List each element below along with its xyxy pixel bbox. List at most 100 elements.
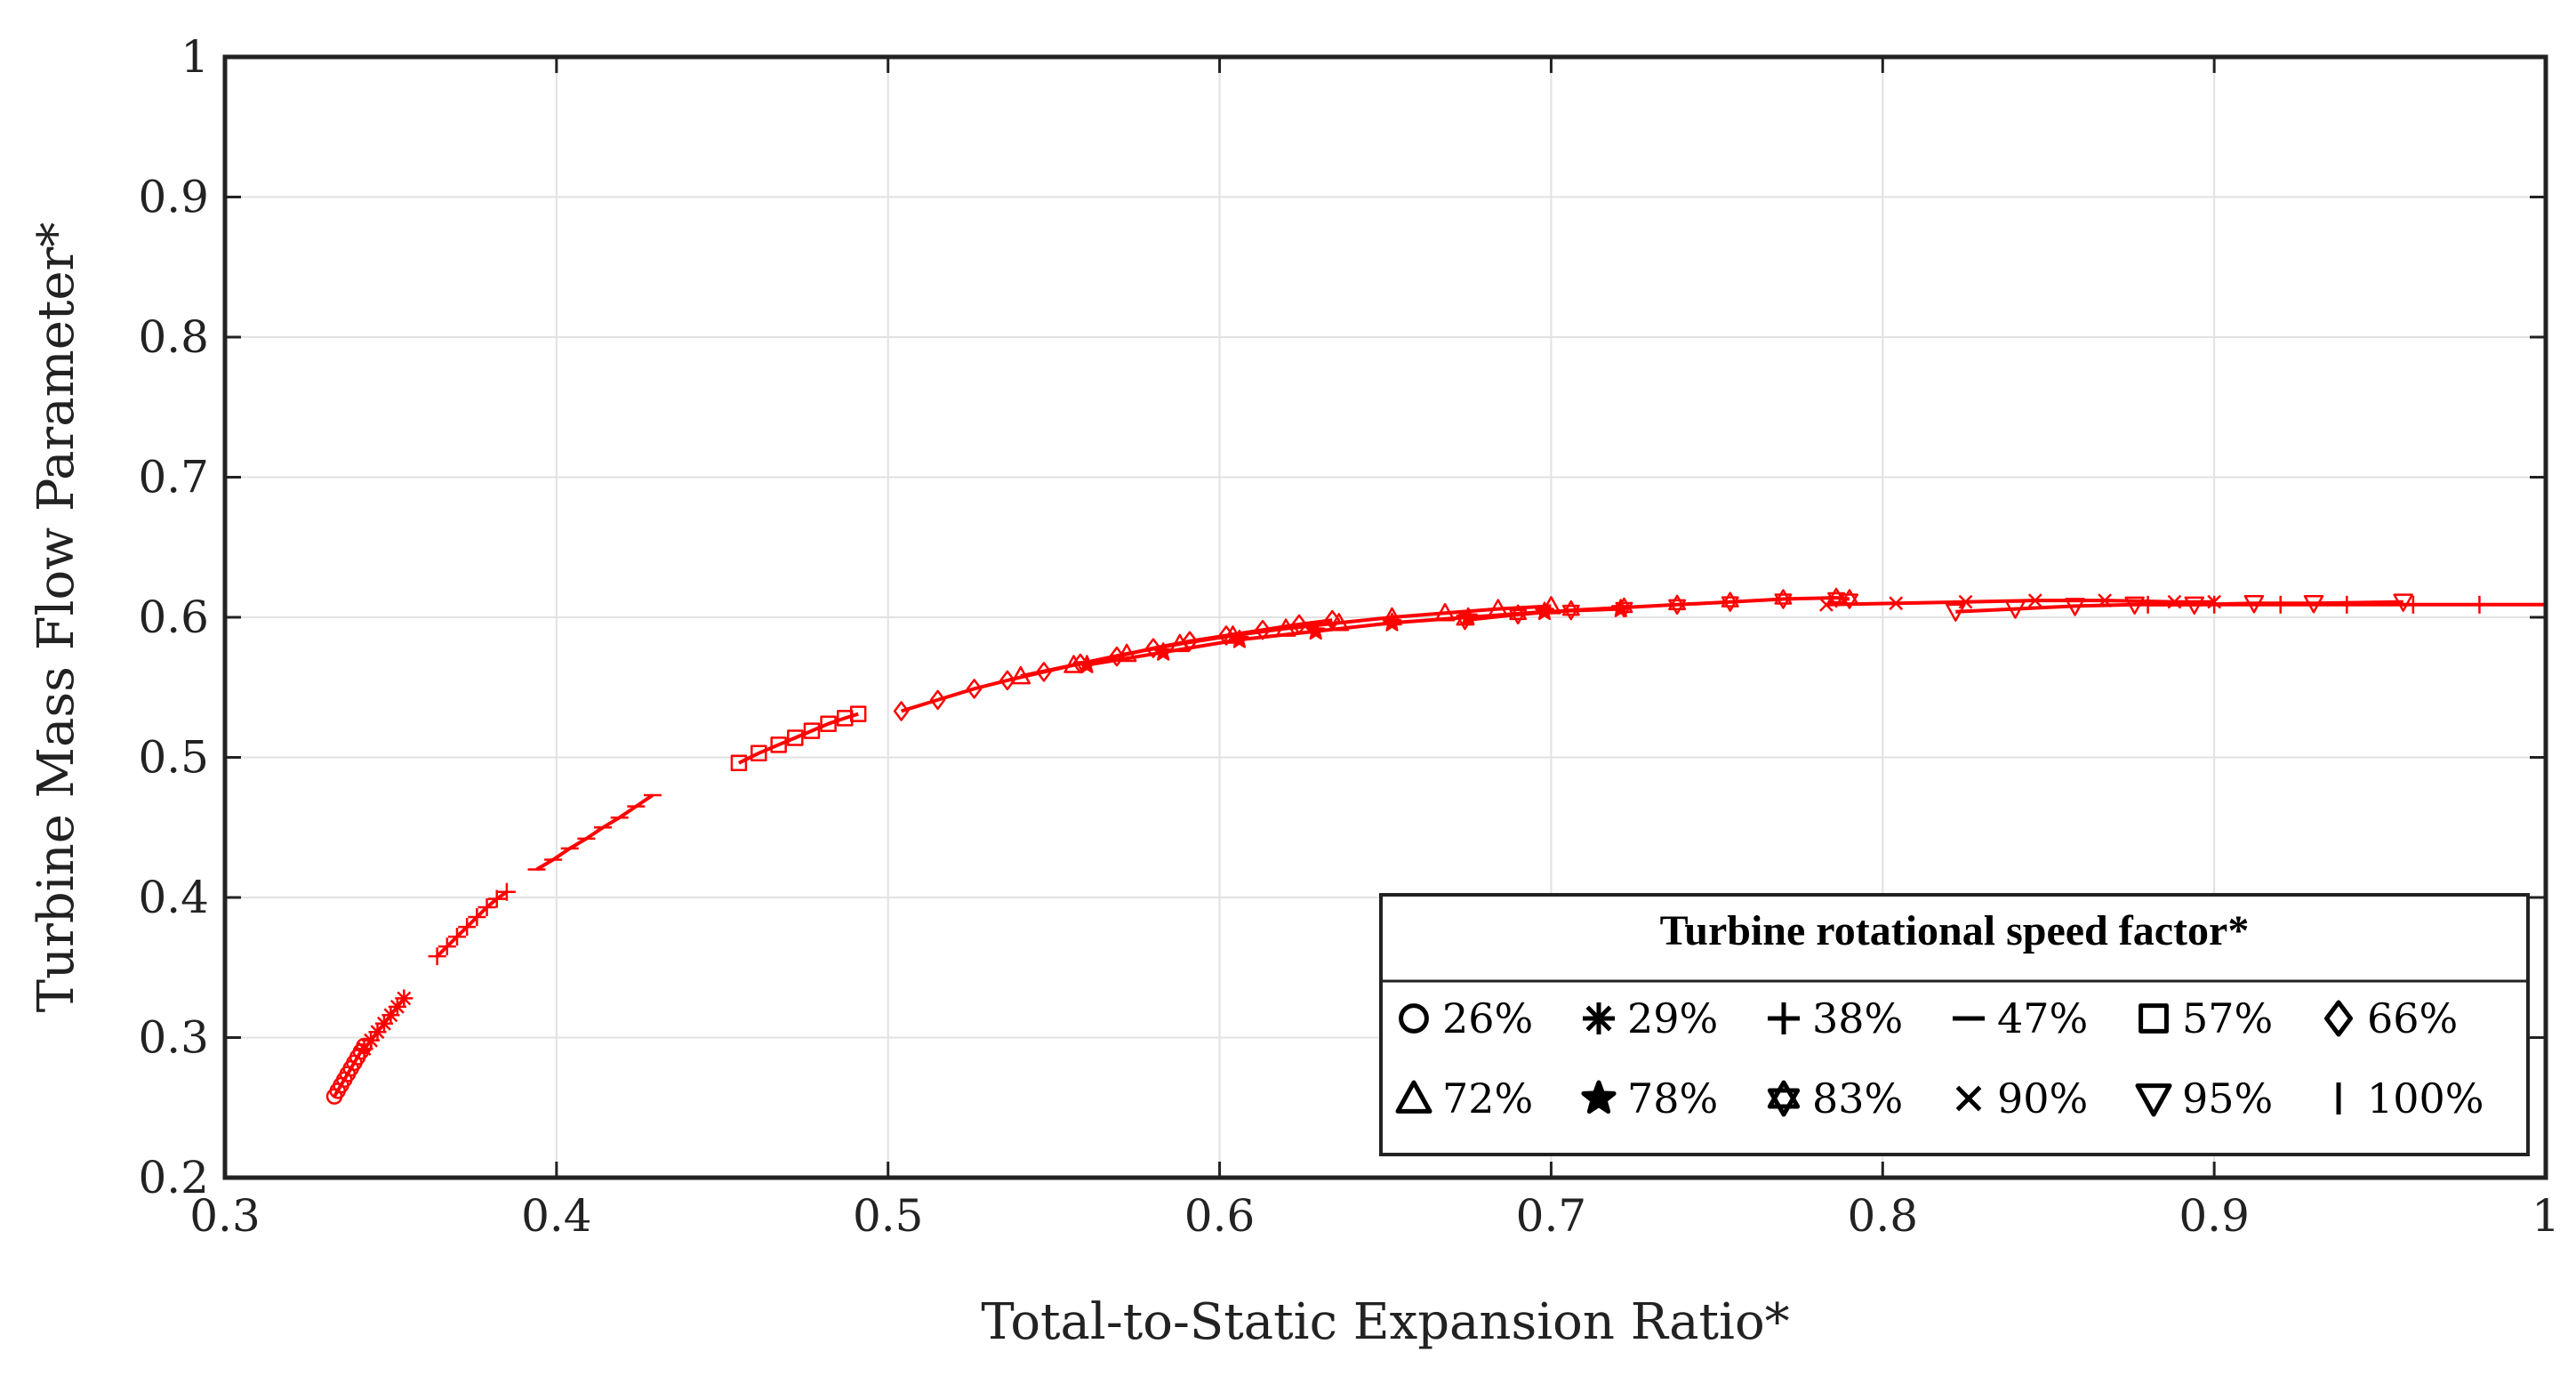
data-point-95pct	[2393, 593, 2413, 612]
series-line-83pct	[1465, 596, 1850, 623]
data-point-66pct	[999, 670, 1015, 691]
series-line-47pct	[535, 793, 654, 872]
axis-ticks: 0.3 0.4 0.5 0.6 0.7 0.8 0.9 10.20.30.40.50.60.7…	[138, 31, 2559, 1242]
data-point-72pct	[1434, 603, 1456, 622]
data-point-66pct	[929, 689, 946, 711]
legend: Turbine rotational speed factor* 26% 29% 3…	[1379, 893, 2530, 1156]
data-point-78pct	[1153, 642, 1173, 661]
series-line-57pct	[738, 712, 859, 765]
data-point-38pct	[437, 937, 456, 956]
data-point-90pct	[2098, 593, 2112, 608]
legend-title: Turbine rotational speed factor*	[1660, 907, 2250, 954]
data-point-72pct	[1488, 599, 1509, 617]
data-point-78pct	[1382, 613, 1402, 632]
y-tick-label: 0.7	[138, 452, 209, 503]
data-point-90pct	[2167, 594, 2182, 609]
data-point-72pct	[1063, 655, 1084, 673]
data-point-66pct	[1036, 662, 1052, 682]
x-axis-title: Total-to-Static Expansion Ratio*	[981, 1293, 1789, 1351]
y-tick-label: 0.8	[138, 311, 209, 363]
legend-label-100pct: 100%	[2367, 1074, 2484, 1123]
data-point-90pct	[1819, 597, 1834, 612]
data-point-38pct	[477, 898, 496, 917]
y-tick-label: 0.5	[138, 732, 209, 784]
data-point-57pct	[787, 729, 804, 746]
legend-marker-72pct	[1395, 1080, 1432, 1114]
data-point-66pct	[966, 679, 983, 699]
data-point-29pct	[388, 997, 406, 1016]
x-tick-label: 0.8	[1848, 1190, 1919, 1242]
data-point-83pct	[1509, 604, 1528, 625]
data-point-38pct	[428, 947, 446, 966]
legend-marker-78pct	[1581, 1080, 1617, 1114]
y-tick-label: 1	[181, 31, 209, 83]
data-point-83pct	[1456, 609, 1474, 631]
data-point-57pct	[770, 736, 787, 753]
data-point-95pct	[2243, 595, 2265, 614]
legend-label-72pct: 72%	[1442, 1074, 1533, 1123]
y-tick-label: 0.2	[138, 1152, 209, 1203]
data-point-38pct	[497, 882, 516, 901]
x-tick-label: 0.4	[521, 1190, 592, 1242]
y-tick-label: 0.4	[138, 872, 209, 923]
data-point-72pct	[1275, 618, 1296, 637]
x-tick-label: 0.5	[853, 1190, 924, 1242]
data-point-66pct	[1255, 619, 1271, 640]
data-point-90pct	[1889, 596, 1904, 611]
x-tick-label: 1	[2532, 1190, 2560, 1242]
data-point-90pct	[2027, 593, 2042, 608]
data-point-57pct	[750, 744, 767, 762]
legend-marker-57pct	[2139, 1003, 2169, 1034]
legend-label-95pct: 95%	[2182, 1074, 2273, 1123]
series-line-72pct	[1020, 604, 1552, 679]
data-point-57pct	[849, 705, 867, 722]
legend-label-38pct: 38%	[1812, 994, 1903, 1042]
legend-label-29pct: 29%	[1627, 994, 1718, 1042]
legend-label-83pct: 83%	[1812, 1074, 1903, 1123]
data-point-95pct	[2184, 596, 2205, 616]
legend-label-26pct: 26%	[1442, 994, 1533, 1042]
data-point-38pct	[458, 918, 477, 937]
data-point-95pct	[1946, 603, 1966, 622]
data-point-95pct	[2005, 600, 2026, 619]
data-point-72pct	[1010, 665, 1031, 685]
legend-marker-95pct	[2135, 1083, 2172, 1117]
data-point-38pct	[448, 928, 466, 946]
data-point-38pct	[487, 889, 506, 908]
data-point-66pct	[1182, 631, 1198, 652]
legend-marker-83pct	[1767, 1080, 1801, 1117]
data-point-83pct	[1561, 599, 1580, 621]
series-line-38pct	[436, 890, 509, 958]
data-point-66pct	[1291, 614, 1307, 635]
data-point-95pct	[2065, 598, 2085, 616]
data-point-78pct	[1077, 655, 1097, 673]
data-point-83pct	[1841, 589, 1858, 609]
legend-marker-38pct	[1768, 1002, 1800, 1034]
data-point-38pct	[468, 908, 486, 927]
legend-marker-90pct	[1955, 1085, 1982, 1112]
data-point-57pct	[820, 715, 837, 732]
legend-label-66pct: 66%	[2367, 994, 2458, 1042]
data-point-95pct	[2303, 595, 2324, 614]
data-point-78pct	[1305, 621, 1326, 640]
y-tick-label: 0.6	[138, 591, 209, 643]
x-tick-label: 0.9	[2179, 1190, 2250, 1242]
data-point-29pct	[368, 1023, 387, 1042]
legend-label-57pct: 57%	[2182, 994, 2273, 1042]
data-point-78pct	[1535, 601, 1554, 621]
data-point-83pct	[1721, 591, 1739, 612]
legend-label-47pct: 47%	[1997, 994, 2088, 1042]
y-axis-title: Turbine Mass Flow Parameter*	[28, 222, 85, 1013]
data-point-95pct	[2124, 596, 2145, 616]
legend-entries: 26% 29% 38% 47% 57% 66% 72% 78% 83% 90% 95% 100%	[1395, 994, 2484, 1123]
data-point-29pct	[395, 989, 413, 1008]
data-point-66pct	[1145, 638, 1161, 658]
data-point-72pct	[1116, 643, 1137, 663]
legend-label-78pct: 78%	[1627, 1074, 1718, 1123]
y-tick-label: 0.9	[138, 172, 209, 223]
data-point-66pct	[893, 701, 910, 721]
x-tick-label: 0.3	[189, 1190, 261, 1242]
y-tick-label: 0.3	[138, 1012, 209, 1064]
data-point-72pct	[1328, 613, 1350, 632]
data-point-72pct	[1541, 596, 1561, 615]
